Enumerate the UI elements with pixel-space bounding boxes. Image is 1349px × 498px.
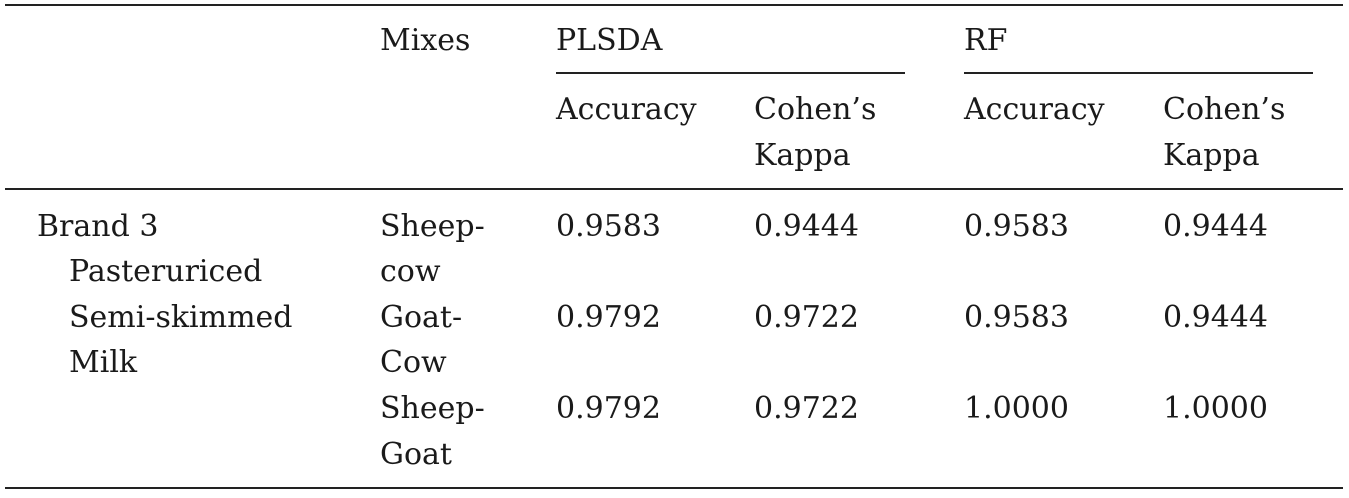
sample-label-line2: Pasteruriced — [69, 254, 263, 289]
row3-mix-line1: Sheep- — [380, 391, 485, 426]
header-plsda-accuracy: Accuracy — [556, 92, 697, 127]
header-rf-accuracy: Accuracy — [964, 92, 1105, 127]
row2-mix-line1: Goat- — [380, 300, 463, 335]
header-plsda-kappa: Kappa — [754, 138, 851, 173]
row2-rf-accuracy: 0.9583 — [964, 300, 1069, 335]
sample-label-line1: Brand 3 — [37, 209, 159, 244]
row1-rf-accuracy: 0.9583 — [964, 209, 1069, 244]
row3-plsda-kappa: 0.9722 — [754, 391, 859, 426]
row1-rf-kappa: 0.9444 — [1163, 209, 1268, 244]
row3-rf-accuracy: 1.0000 — [964, 391, 1069, 426]
header-mixes: Mixes — [380, 23, 471, 58]
row1-plsda-accuracy: 0.9583 — [556, 209, 661, 244]
header-rf: RF — [964, 23, 1008, 58]
bottom-rule — [5, 487, 1343, 489]
plsda-underline — [556, 72, 905, 74]
row3-plsda-accuracy: 0.9792 — [556, 391, 661, 426]
row2-plsda-accuracy: 0.9792 — [556, 300, 661, 335]
sample-label-line3: Semi-skimmed — [69, 300, 293, 335]
header-rf-cohens: Cohen’s — [1163, 92, 1286, 127]
row2-rf-kappa: 0.9444 — [1163, 300, 1268, 335]
header-plsda-cohens: Cohen’s — [754, 92, 877, 127]
top-rule — [5, 4, 1343, 6]
row3-mix-line2: Goat — [380, 437, 452, 472]
sample-label-line4: Milk — [69, 345, 138, 380]
header-rf-kappa: Kappa — [1163, 138, 1260, 173]
header-plsda: PLSDA — [556, 23, 663, 58]
row1-mix-line1: Sheep- — [380, 209, 485, 244]
row1-mix-line2: cow — [380, 254, 441, 289]
row2-plsda-kappa: 0.9722 — [754, 300, 859, 335]
row3-rf-kappa: 1.0000 — [1163, 391, 1268, 426]
row1-plsda-kappa: 0.9444 — [754, 209, 859, 244]
row2-mix-line2: Cow — [380, 345, 447, 380]
header-rule — [5, 188, 1343, 190]
rf-underline — [964, 72, 1313, 74]
